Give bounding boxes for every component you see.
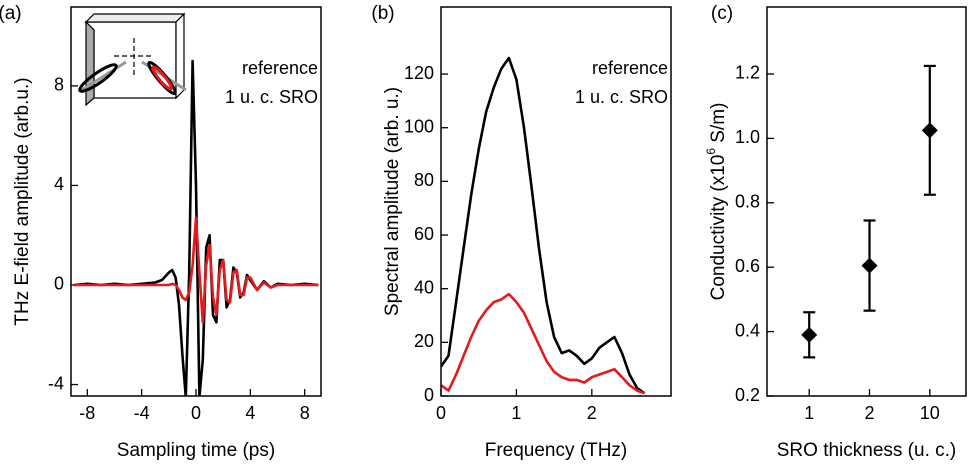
x-tick-label: 4	[245, 403, 255, 423]
axes-frame	[766, 6, 967, 397]
y-tick-label: 20	[414, 331, 434, 351]
panel-label: (c)	[711, 3, 733, 24]
panel-label: (a)	[0, 3, 22, 24]
series-line	[441, 56, 646, 395]
x-tick-label: -8	[79, 403, 95, 423]
y-tick-label: 0	[424, 385, 434, 405]
inset-sketch	[78, 12, 187, 107]
y-axis-label: THz E-field amplitude (arb.u.)	[12, 77, 33, 325]
x-tick-label: 1	[804, 403, 814, 423]
marker	[801, 326, 818, 343]
x-tick-label: 2	[587, 403, 597, 423]
plot-area	[441, 56, 646, 395]
x-axis-label: Frequency (THz)	[485, 440, 628, 461]
y-tick-label: 0.6	[735, 256, 760, 276]
marker	[861, 257, 878, 274]
y-axis-label: Conductivity (x106 S/m)	[704, 103, 729, 301]
legend-label: reference	[242, 58, 318, 78]
axes-frame	[440, 6, 672, 397]
x-axis-label: Sampling time (ps)	[117, 440, 275, 461]
legend-label: 1 u. c. SRO	[575, 87, 668, 107]
y-tick-label: 1.2	[735, 63, 760, 83]
y-tick-label: 80	[414, 170, 434, 190]
y-tick-label: 0.2	[735, 385, 760, 405]
series-line	[73, 216, 319, 324]
y-axis-label-part: S/m)	[708, 103, 729, 148]
y-tick-label: 0	[54, 274, 64, 294]
legend-label: reference	[592, 58, 668, 78]
x-tick-label: 10	[920, 403, 940, 423]
y-tick-label: 4	[54, 174, 64, 194]
x-tick-label: 0	[436, 403, 446, 423]
marker	[921, 122, 938, 139]
x-tick-label: 2	[865, 403, 875, 423]
y-tick-label: 1.0	[735, 127, 760, 147]
y-axis-label: Spectral amplitude (arb. u.)	[382, 87, 403, 316]
y-axis-label-part: 6	[704, 148, 718, 155]
legend-label: 1 u. c. SRO	[225, 87, 318, 107]
y-tick-label: 100	[404, 116, 434, 136]
x-tick-label: -4	[134, 403, 150, 423]
y-tick-label: 120	[404, 63, 434, 83]
y-tick-label: 60	[414, 224, 434, 244]
x-tick-label: 8	[300, 403, 310, 423]
y-tick-label: -4	[48, 373, 64, 393]
series-line	[441, 292, 646, 395]
y-tick-label: 0.4	[735, 320, 760, 340]
y-tick-label: 0.8	[735, 192, 760, 212]
axes-frame	[70, 6, 322, 397]
panel-label: (b)	[371, 3, 394, 24]
y-axis-label-part: Conductivity (x10	[708, 155, 729, 301]
plot-area	[73, 59, 319, 396]
x-tick-label: 1	[511, 403, 521, 423]
y-tick-label: 40	[414, 277, 434, 297]
y-tick-label: 8	[54, 75, 64, 95]
x-axis-label: SRO thickness (u. c.)	[777, 440, 957, 461]
x-tick-label: 0	[191, 403, 201, 423]
